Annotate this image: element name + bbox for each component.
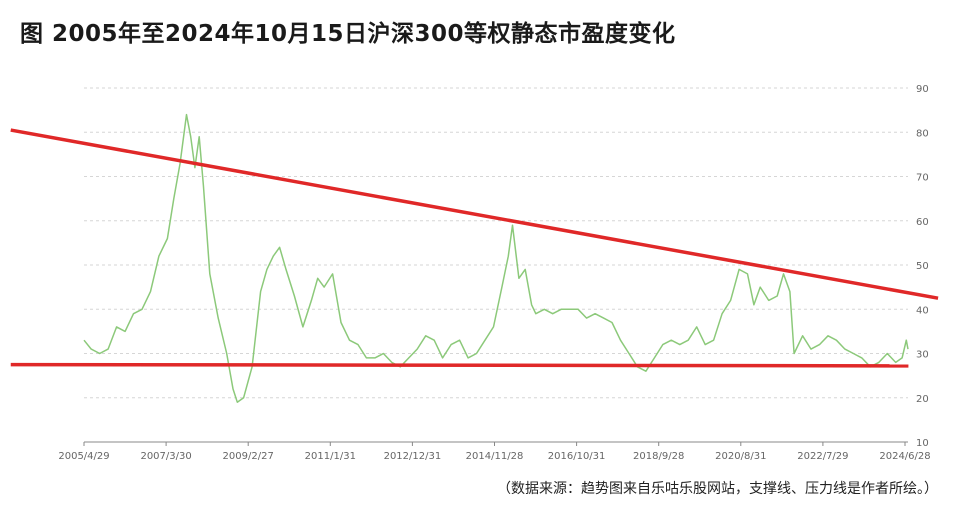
x-tick-label: 2005/4/29 <box>58 451 109 462</box>
y-tick-label: 80 <box>916 128 929 139</box>
x-axis: 2005/4/29 2007/3/30 2009/2/27 2011/1/31 2012… <box>58 441 931 462</box>
y-tick-label: 60 <box>916 217 929 228</box>
x-tick-label: 2014/11/28 <box>466 451 524 462</box>
y-tick-label: 90 <box>916 84 929 95</box>
resistance-line <box>10 128 939 300</box>
x-tick-label: 2012/12/31 <box>384 451 442 462</box>
y-tick-label: 30 <box>916 350 929 361</box>
x-tick-label: 2022/7/29 <box>797 451 848 462</box>
y-tick-label: 50 <box>916 261 929 272</box>
y-tick-label: 40 <box>916 305 929 316</box>
grid-lines <box>84 87 908 399</box>
y-axis-ticks: 10 20 30 40 50 60 70 80 90 <box>916 84 929 449</box>
pe-series-line <box>83 113 909 403</box>
support-line <box>10 362 909 368</box>
x-tick-label: 2024/6/28 <box>879 451 930 462</box>
chart-title: 图 2005年至2024年10月15日沪深300等权静态市盈度变化 <box>20 21 676 47</box>
x-tick-label: 2011/1/31 <box>305 451 356 462</box>
y-tick-label: 20 <box>916 394 929 405</box>
y-tick-label: 10 <box>916 438 929 449</box>
trend-lines <box>10 128 939 368</box>
x-tick-label: 2016/10/31 <box>548 451 606 462</box>
series-layer <box>83 113 909 403</box>
x-tick-label: 2007/3/30 <box>140 451 191 462</box>
y-tick-label: 70 <box>916 173 929 184</box>
x-tick-label: 2018/9/28 <box>633 451 684 462</box>
x-tick-label: 2009/2/27 <box>223 451 274 462</box>
x-tick-label: 2020/8/31 <box>715 451 766 462</box>
source-note: （数据来源：趋势图来自乐咕乐股网站，支撑线、压力线是作者所绘。） <box>497 481 938 497</box>
